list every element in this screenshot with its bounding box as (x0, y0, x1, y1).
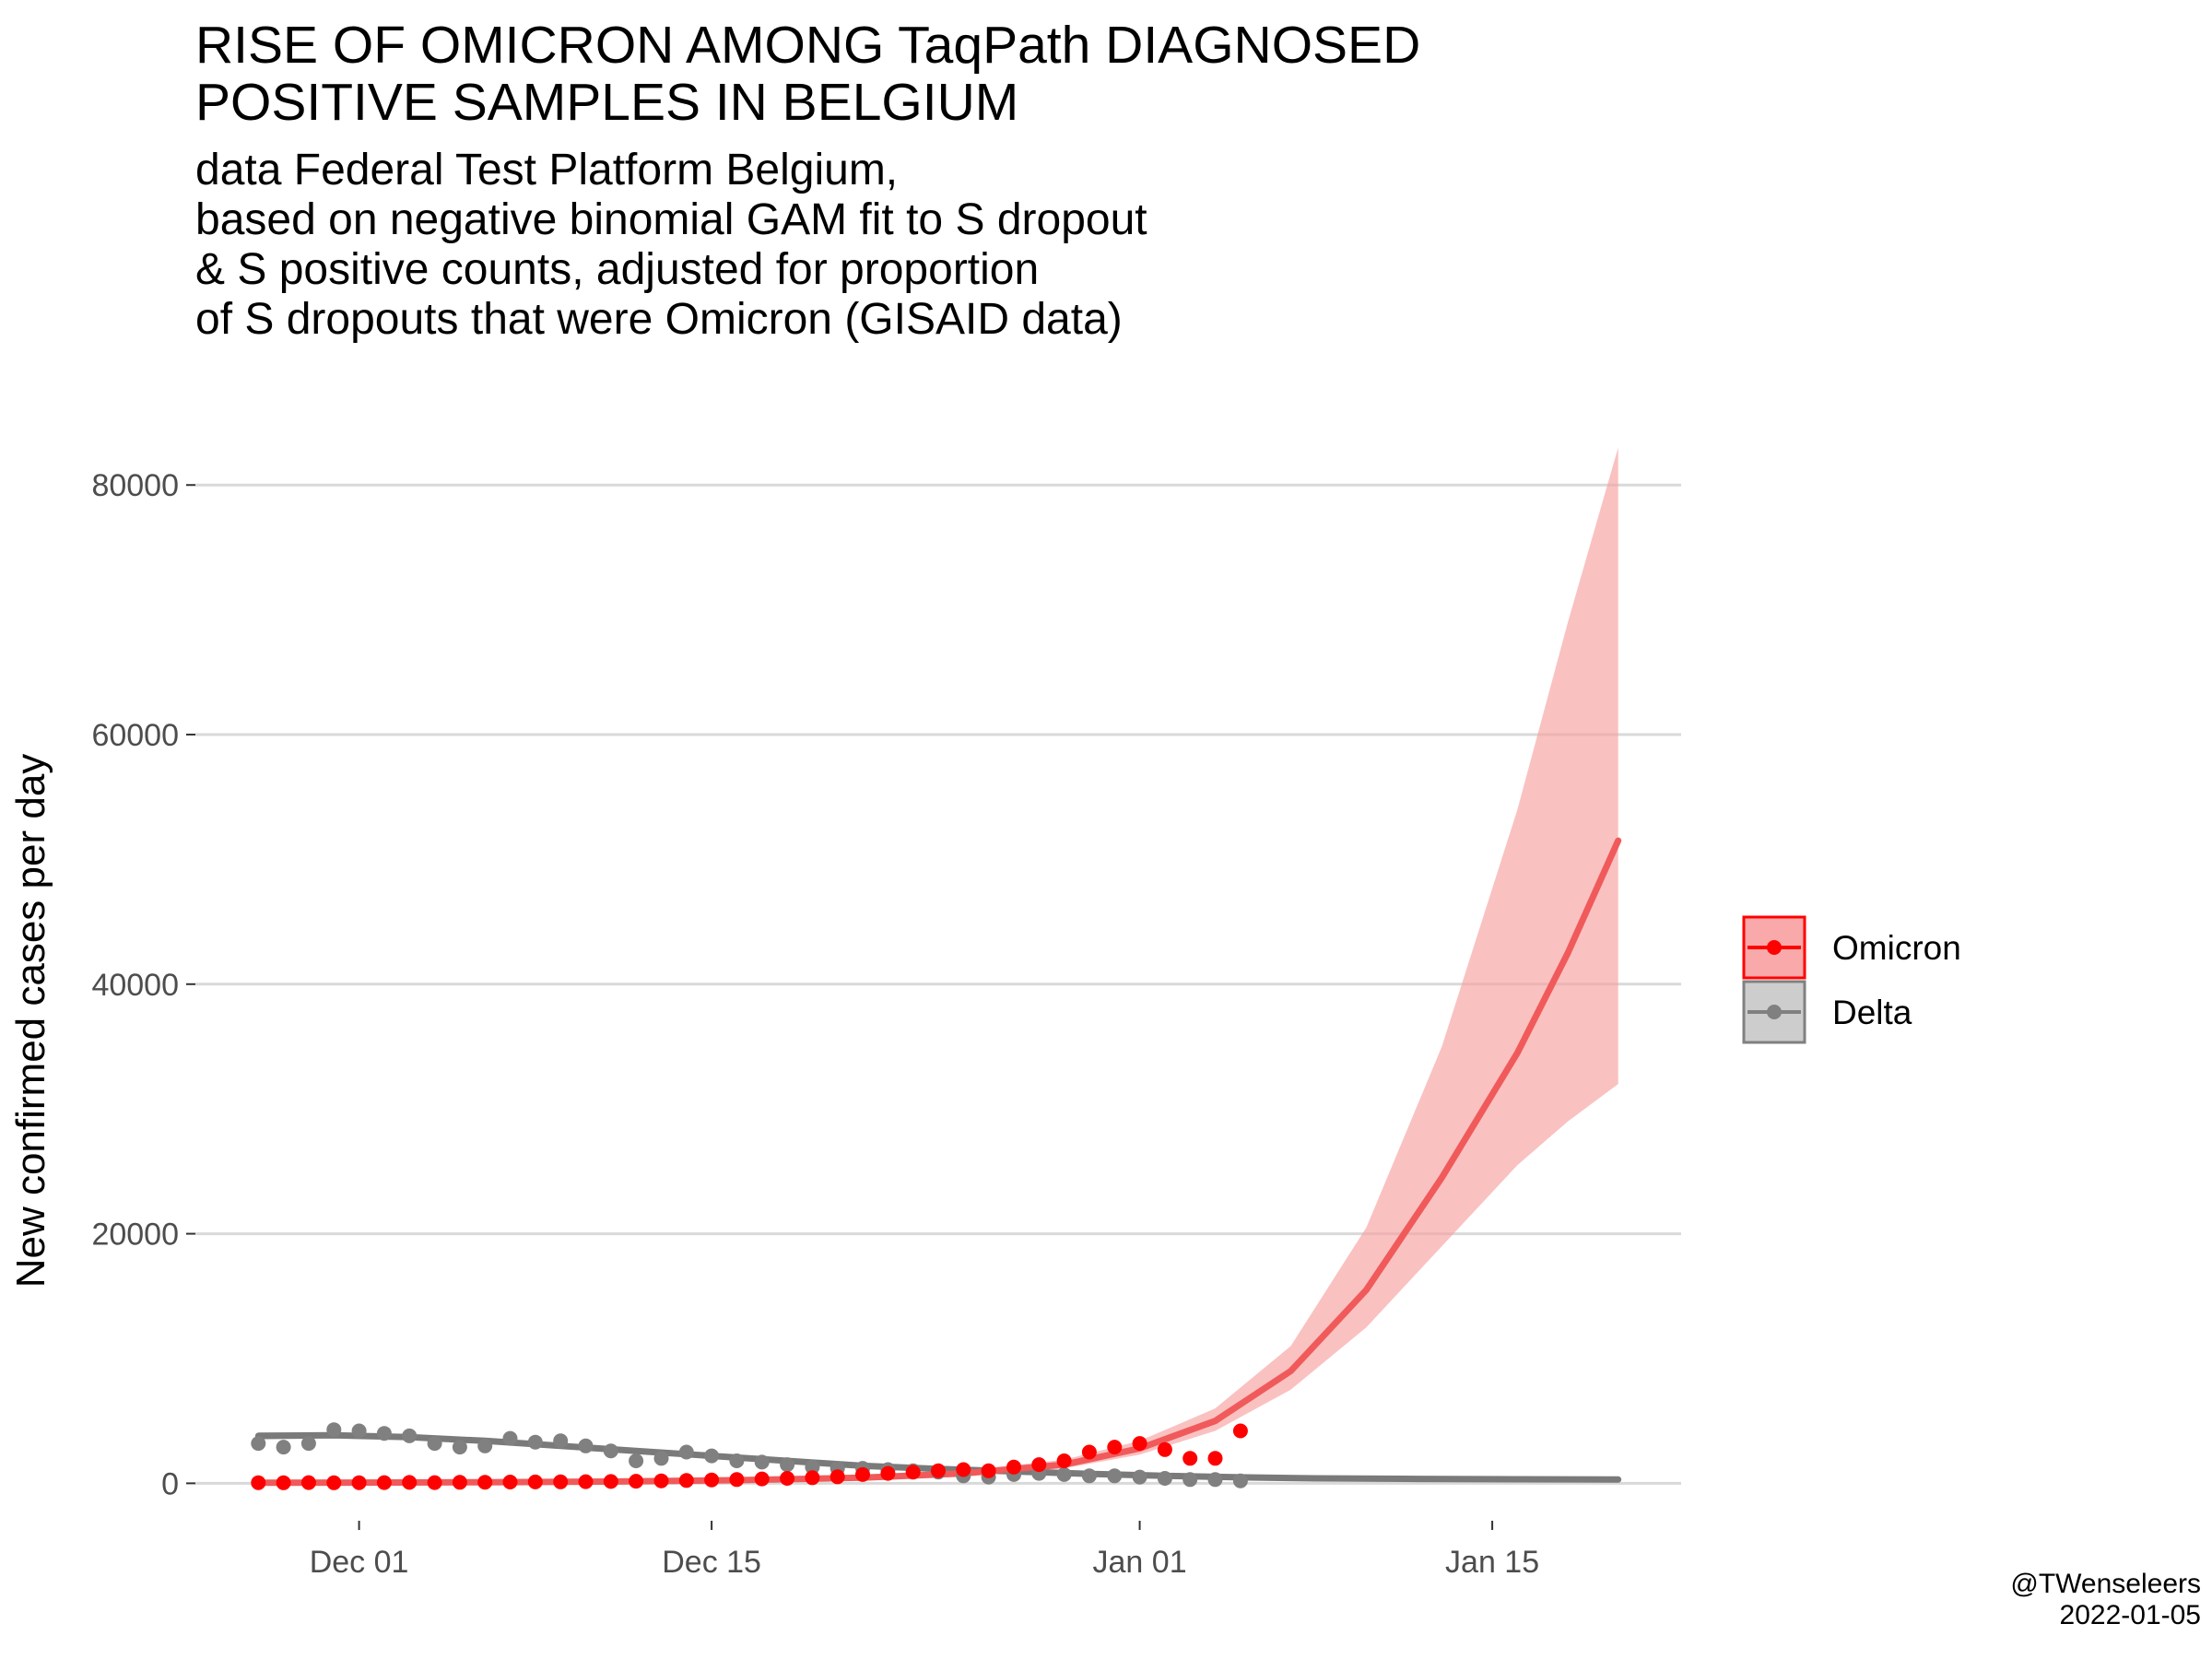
delta-data-point (1056, 1466, 1072, 1482)
omicron-data-point (805, 1470, 820, 1486)
omicron-data-point (276, 1475, 291, 1490)
delta-data-point (678, 1444, 694, 1460)
omicron-data-point (1132, 1436, 1147, 1452)
y-tick-label: 80000 (91, 468, 179, 503)
omicron-data-point (1056, 1453, 1072, 1468)
omicron-data-point (754, 1471, 770, 1487)
omicron-data-point (1006, 1459, 1021, 1475)
omicron-data-point (402, 1475, 418, 1490)
delta-data-point (376, 1426, 392, 1441)
omicron-data-point (326, 1475, 342, 1490)
legend: Omicron Delta (1742, 915, 1961, 1044)
ribbons (258, 447, 1618, 1484)
delta-fit-line (254, 1431, 1622, 1483)
chart-title: RISE OF OMICRON AMONG TaqPath DIAGNOSED … (195, 16, 1421, 132)
y-axis-title: New confirmed cases per day (8, 754, 53, 1288)
axes: 0 20000 40000 60000 80000 Dec 01 Dec 15 Jan 01 J… (8, 468, 1539, 1580)
delta-legend-label: Delta (1832, 994, 1912, 1031)
delta-data-point (527, 1434, 543, 1450)
omicron-data-point (905, 1465, 921, 1480)
omicron-data-point (251, 1475, 266, 1490)
delta-data-point (1182, 1472, 1198, 1488)
delta-data-point (1081, 1468, 1097, 1484)
chart-subtitle: data Federal Test Platform Belgium, base… (195, 146, 1147, 344)
delta-data-point (1157, 1471, 1172, 1486)
x-tick-label: Jan 15 (1445, 1545, 1539, 1580)
omicron-data-point (351, 1475, 367, 1490)
y-tick-label: 60000 (91, 718, 179, 753)
gridlines (195, 483, 1681, 1485)
delta-data-point (402, 1428, 418, 1443)
delta-data-point (780, 1457, 795, 1473)
delta-data-point (1232, 1473, 1248, 1488)
omicron-data-point (880, 1465, 896, 1481)
omicron-legend-point (1767, 940, 1782, 955)
omicron-data-point (502, 1475, 518, 1489)
y-tick-label: 40000 (91, 968, 179, 1003)
delta-data-point (653, 1451, 669, 1466)
omicron-data-point (452, 1475, 467, 1490)
delta-data-point (1107, 1468, 1123, 1484)
omicron-data-point (427, 1475, 442, 1490)
delta-data-point (1132, 1469, 1147, 1485)
omicron-data-point (956, 1462, 971, 1477)
omicron-data-point (376, 1475, 392, 1490)
delta-data-point (553, 1433, 569, 1449)
delta-data-point (452, 1440, 467, 1455)
delta-data-point (629, 1453, 644, 1468)
credit-text: @TWenseleers 2022-01-05 (2010, 1569, 2201, 1630)
delta-data-point (477, 1438, 493, 1453)
omicron-data-point (1232, 1423, 1248, 1439)
omicron-data-point (1157, 1441, 1172, 1457)
delta-data-point (427, 1436, 442, 1452)
x-tick-label: Dec 01 (310, 1545, 409, 1580)
delta-data-point (704, 1448, 720, 1464)
omicron-data-point (1081, 1444, 1097, 1460)
omicron-data-point (1207, 1451, 1223, 1466)
omicron-data-point (553, 1474, 569, 1489)
y-tick-label: 0 (161, 1466, 179, 1501)
omicron-data-point (830, 1469, 845, 1485)
delta-data-point (300, 1436, 316, 1452)
omicron-data-point (1182, 1451, 1198, 1466)
delta-data-point (326, 1422, 342, 1438)
delta-data-point (1207, 1472, 1223, 1488)
x-tick-label: Dec 15 (662, 1545, 761, 1580)
omicron-data-point (981, 1463, 996, 1478)
omicron-data-point (780, 1471, 795, 1486)
delta-data-point (603, 1443, 618, 1459)
delta-data-point (805, 1459, 820, 1475)
omicron-fit-line (254, 837, 1622, 1487)
fit-lines (254, 837, 1622, 1487)
y-tick-label: 20000 (91, 1218, 179, 1253)
omicron-data-point (477, 1475, 493, 1490)
data-points (251, 1422, 1248, 1490)
omicron-data-point (1107, 1440, 1123, 1455)
delta-data-point (251, 1436, 266, 1452)
delta-legend-point (1767, 1005, 1782, 1019)
omicron-data-point (300, 1475, 316, 1490)
x-tick-label: Jan 01 (1093, 1545, 1187, 1580)
delta-data-point (754, 1454, 770, 1470)
delta-data-point (502, 1430, 518, 1446)
omicron-data-point (578, 1474, 594, 1489)
delta-data-point (578, 1438, 594, 1453)
omicron-data-point (704, 1472, 720, 1488)
omicron-data-point (1031, 1457, 1047, 1473)
delta-data-point (351, 1423, 367, 1439)
omicron-confidence-ribbon (258, 447, 1618, 1484)
omicron-data-point (729, 1472, 745, 1488)
omicron-data-point (678, 1473, 694, 1488)
delta-data-point (729, 1453, 745, 1468)
omicron-data-point (855, 1466, 870, 1482)
omicron-legend-label: Omicron (1832, 929, 1961, 967)
omicron-data-point (931, 1463, 946, 1478)
omicron-data-point (527, 1474, 543, 1489)
delta-data-point (276, 1440, 291, 1455)
omicron-data-point (629, 1474, 644, 1489)
omicron-data-point (603, 1474, 618, 1489)
omicron-data-point (653, 1473, 669, 1488)
